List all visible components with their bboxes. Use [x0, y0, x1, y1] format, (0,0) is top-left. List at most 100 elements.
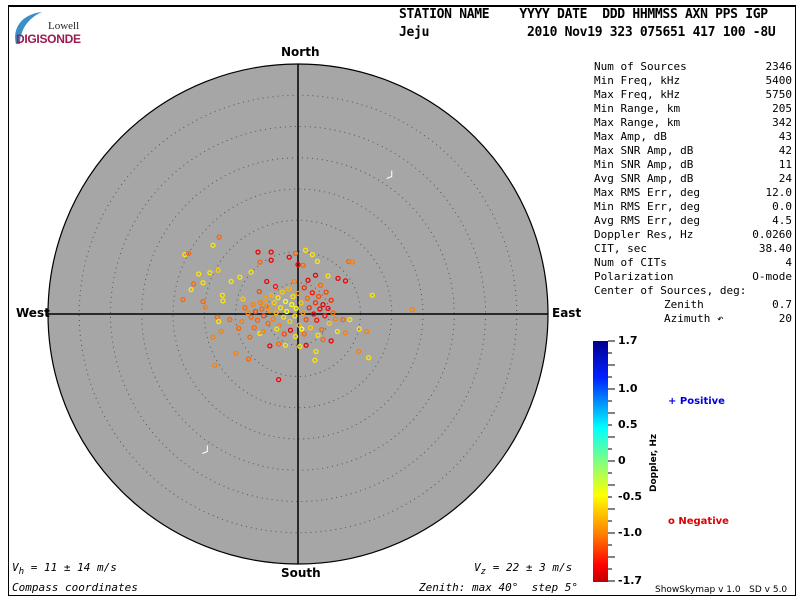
source-point [190, 281, 197, 287]
source-point [328, 338, 334, 344]
source-point [216, 234, 222, 240]
source-point [267, 343, 273, 349]
source-point [271, 300, 277, 306]
source-point [259, 306, 265, 312]
stat-row: Max Range, km 342 [594, 116, 792, 130]
stat-label: Min Freq, kHz [594, 74, 681, 87]
source-point [309, 251, 316, 258]
source-point [245, 310, 251, 316]
stat-row: Max RMS Err, deg 12.0 [594, 186, 792, 200]
stat-row: Max Freq, kHz 5750 [594, 88, 792, 102]
source-point [335, 275, 341, 282]
stat-value: 0.0 [772, 200, 792, 213]
source-point [322, 313, 328, 319]
vh-value: = 11 ± 14 m/s [30, 561, 117, 574]
source-point [287, 318, 293, 325]
source-point [257, 300, 264, 306]
source-point [254, 317, 261, 323]
source-point [330, 310, 336, 316]
source-point [289, 301, 295, 308]
source-point [290, 293, 296, 300]
source-point [298, 300, 304, 306]
source-point [228, 278, 234, 285]
stat-value: 4 [785, 256, 792, 269]
source-point [267, 308, 273, 314]
source-point [305, 277, 311, 283]
logo-bottom-text: DIGISONDE [16, 32, 81, 46]
source-point [312, 300, 319, 306]
stat-label: Num of CITs [594, 256, 667, 269]
stat-value: 342 [772, 116, 792, 129]
zenith-note: Zenith: max 40° step 5° [419, 581, 578, 594]
source-point [299, 326, 305, 332]
stat-row: Min Freq, kHz 5400 [594, 74, 792, 88]
header-station: Jeju [399, 25, 430, 40]
coordinates-note: Compass coordinates [12, 581, 138, 594]
source-point [215, 267, 221, 273]
stat-row: Max Amp, dB 43 [594, 130, 792, 144]
stat-row: Max SNR Amp, dB 42 [594, 144, 792, 158]
source-point [286, 254, 292, 260]
stat-label: Avg SNR Amp, dB [594, 172, 694, 185]
stat-value: 5400 [765, 74, 793, 87]
source-point [313, 348, 319, 355]
source-point [295, 290, 301, 297]
colorbar-tick-label: 1.0 [618, 382, 638, 395]
source-point [281, 331, 287, 337]
stat-value: 12.0 [765, 186, 793, 199]
source-point [202, 304, 209, 310]
source-point [252, 308, 259, 315]
stat-row: Polarization O-mode [594, 270, 792, 284]
source-point [248, 269, 254, 275]
source-point [307, 325, 314, 331]
stat-label: Max Range, km [594, 116, 681, 129]
source-point [276, 323, 282, 329]
legend-negative: o Negative [668, 516, 729, 527]
source-point [268, 249, 274, 255]
source-point [264, 303, 270, 310]
center-zenith-label: Zenith [664, 298, 704, 311]
stat-value: 42 [778, 144, 792, 157]
source-point [227, 316, 233, 323]
source-point [240, 296, 246, 302]
source-point [280, 314, 287, 320]
source-point [320, 301, 326, 308]
plus-icon: + [668, 396, 677, 407]
source-point [210, 242, 216, 248]
source-point [292, 313, 298, 319]
source-point [251, 325, 257, 331]
source-point [195, 271, 202, 277]
center-title: Center of Sources, deg: [594, 284, 747, 297]
stat-label: Min Range, km [594, 102, 681, 115]
stat-row: Min Range, km 205 [594, 102, 792, 116]
source-point [282, 298, 289, 305]
header-values: 2010 Nov19 323 075651 417 100 -8U [527, 25, 776, 40]
stat-label: Min SNR Amp, dB [594, 158, 694, 171]
colorbar-tick-label: -0.5 [618, 490, 643, 503]
stat-row: Avg RMS Err, deg 4.5 [594, 214, 792, 228]
stat-value: 11 [778, 158, 792, 171]
source-point [218, 328, 224, 335]
source-point [347, 316, 353, 323]
source-point [317, 306, 323, 312]
source-point [314, 258, 321, 265]
center-title-row: Center of Sources, deg: [594, 284, 792, 298]
source-point [235, 325, 242, 332]
stat-label: Max Freq, kHz [594, 88, 681, 101]
source-point [364, 328, 370, 335]
source-point [310, 311, 317, 317]
direction-markers [202, 170, 393, 454]
source-point [200, 280, 206, 286]
circle-icon: o [668, 516, 675, 527]
legend-negative-label: Negative [678, 516, 729, 527]
source-point [342, 278, 349, 284]
source-point [320, 336, 326, 343]
source-point [210, 334, 216, 340]
source-point [242, 305, 248, 311]
colorbar-tick-label: 1.7 [618, 334, 638, 347]
source-point [287, 327, 294, 333]
source-point [269, 292, 275, 298]
source-point [274, 326, 280, 332]
source-point [188, 286, 194, 293]
